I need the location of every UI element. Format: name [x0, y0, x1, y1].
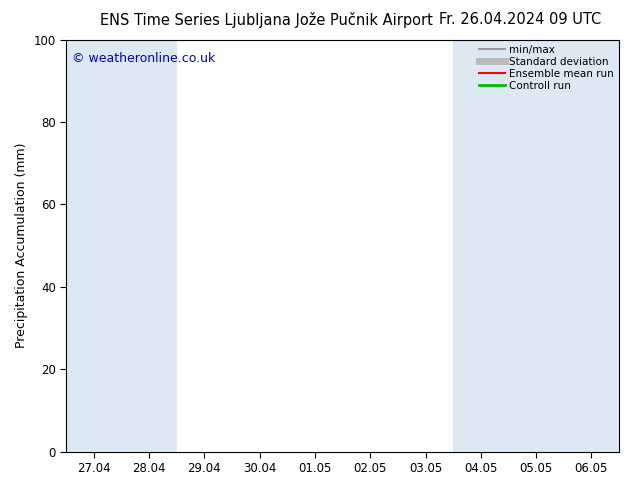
Bar: [453, 40, 508, 452]
Bar: [122, 40, 177, 452]
Bar: [508, 40, 564, 452]
Text: Fr. 26.04.2024 09 UTC: Fr. 26.04.2024 09 UTC: [439, 12, 601, 27]
Text: © weatheronline.co.uk: © weatheronline.co.uk: [72, 52, 215, 65]
Y-axis label: Precipitation Accumulation (mm): Precipitation Accumulation (mm): [15, 143, 28, 348]
Bar: [66, 40, 122, 452]
Legend: min/max, Standard deviation, Ensemble mean run, Controll run: min/max, Standard deviation, Ensemble me…: [479, 45, 614, 91]
Bar: [564, 40, 619, 452]
Text: ENS Time Series Ljubljana Jože Pučnik Airport: ENS Time Series Ljubljana Jože Pučnik Ai…: [100, 12, 433, 28]
